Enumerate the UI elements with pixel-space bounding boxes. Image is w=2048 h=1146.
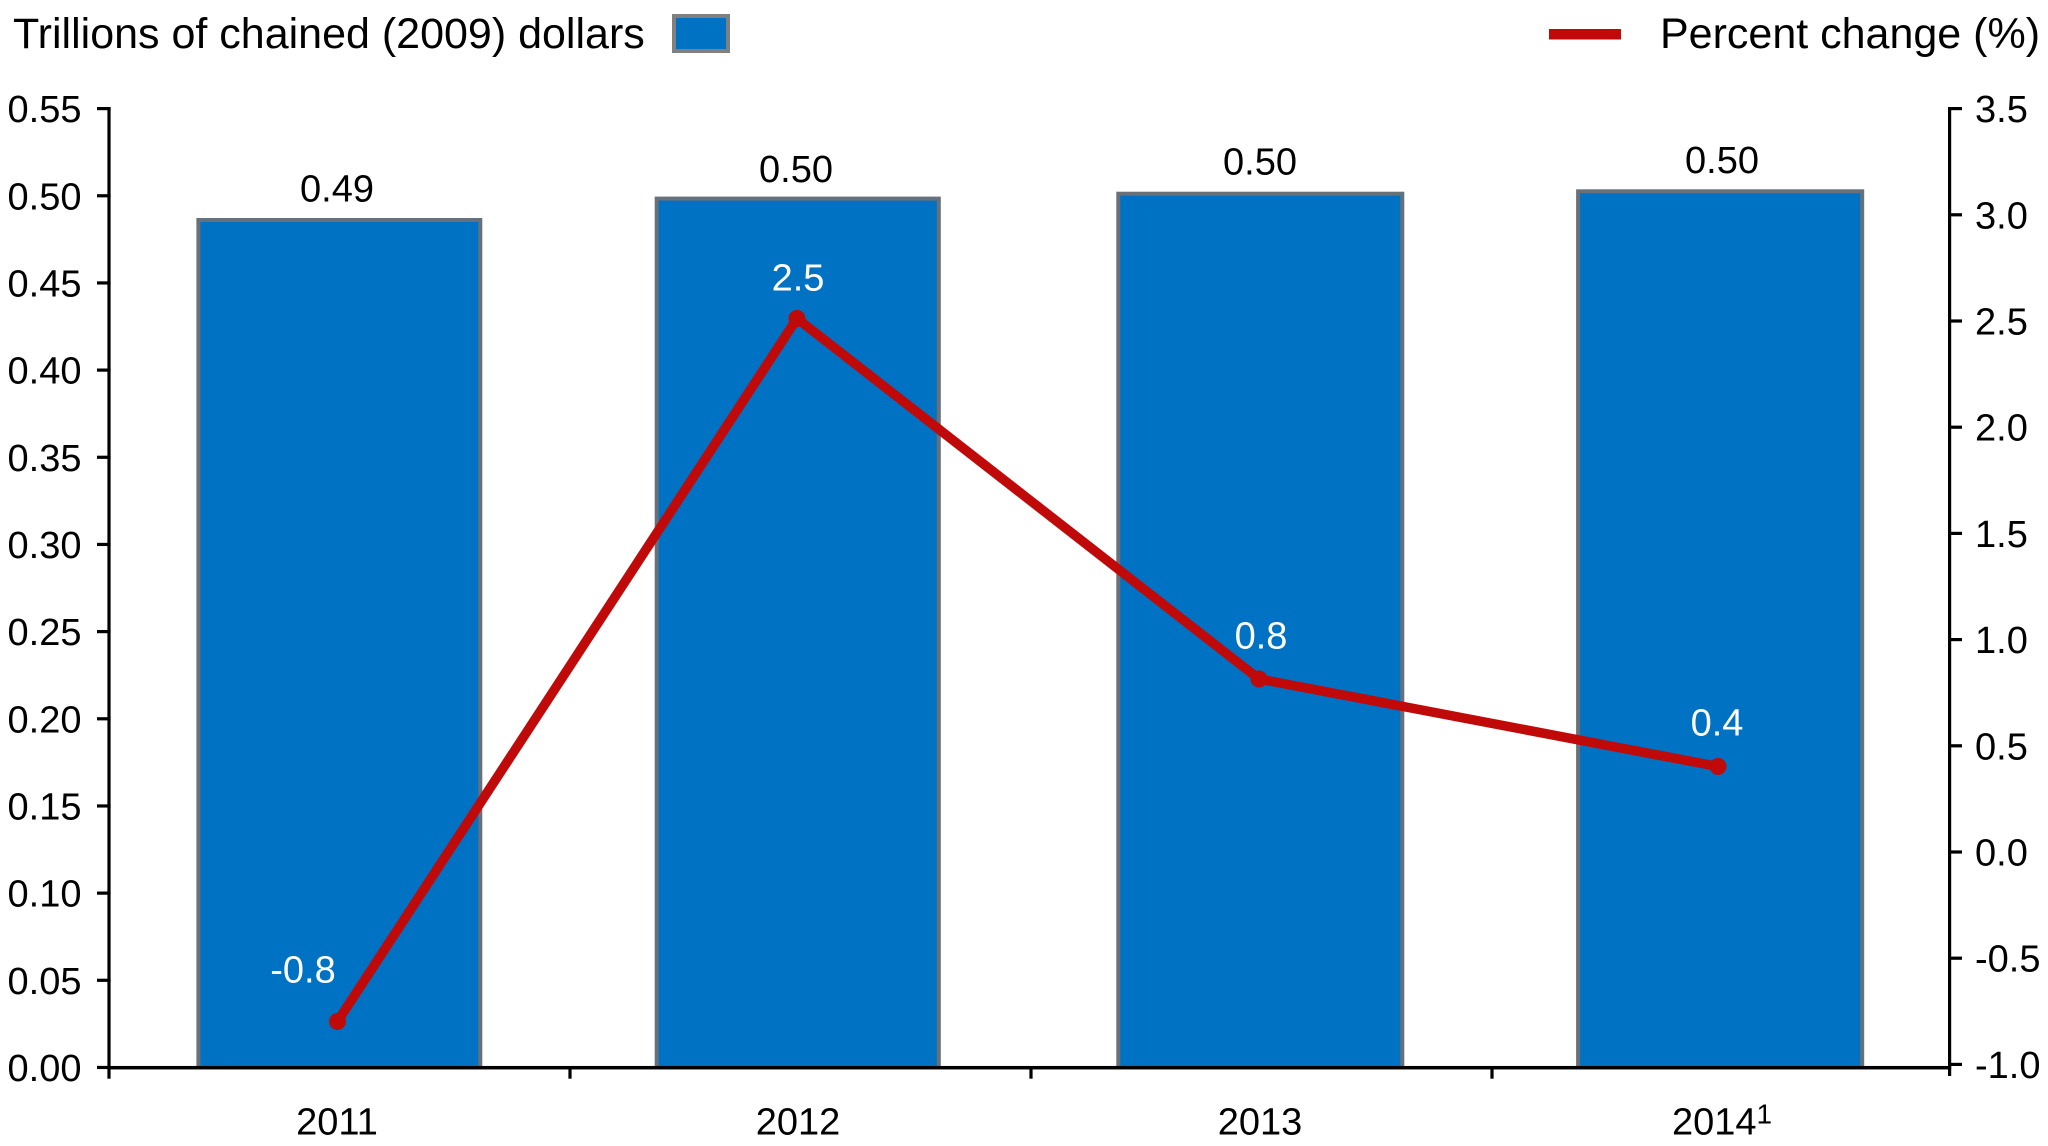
svg-text:2012: 2012 xyxy=(756,1102,841,1144)
svg-text:3.0: 3.0 xyxy=(1975,195,2028,237)
svg-text:1.5: 1.5 xyxy=(1975,514,2028,556)
svg-text:0.0: 0.0 xyxy=(1975,833,2028,875)
svg-text:0.30: 0.30 xyxy=(8,525,82,567)
svg-text:2013: 2013 xyxy=(1218,1102,1303,1144)
svg-text:0.00: 0.00 xyxy=(8,1048,82,1090)
svg-text:Percent change (%): Percent change (%) xyxy=(1660,10,2040,58)
svg-text:-1.0: -1.0 xyxy=(1975,1045,2040,1087)
svg-text:2.5: 2.5 xyxy=(1975,302,2028,344)
svg-text:0.50: 0.50 xyxy=(759,149,833,191)
svg-text:0.40: 0.40 xyxy=(8,351,82,393)
svg-text:0.15: 0.15 xyxy=(8,787,82,829)
svg-text:3.5: 3.5 xyxy=(1975,89,2028,131)
svg-text:Trillions of chained (2009) do: Trillions of chained (2009) dollars xyxy=(13,10,645,58)
svg-text:0.8: 0.8 xyxy=(1235,616,1288,658)
svg-text:0.35: 0.35 xyxy=(8,438,82,480)
svg-text:0.55: 0.55 xyxy=(8,89,82,131)
svg-text:0.05: 0.05 xyxy=(8,961,82,1003)
svg-text:-0.5: -0.5 xyxy=(1975,939,2040,981)
svg-text:0.25: 0.25 xyxy=(8,612,82,654)
svg-text:1.0: 1.0 xyxy=(1975,620,2028,662)
svg-text:0.4: 0.4 xyxy=(1691,703,1744,745)
svg-text:0.10: 0.10 xyxy=(8,874,82,916)
svg-text:2.5: 2.5 xyxy=(772,258,825,300)
svg-text:20141: 20141 xyxy=(1672,1099,1772,1144)
svg-text:0.45: 0.45 xyxy=(8,263,82,305)
svg-text:2011: 2011 xyxy=(296,1102,378,1144)
svg-text:-0.8: -0.8 xyxy=(270,950,335,992)
svg-text:2.0: 2.0 xyxy=(1975,408,2028,450)
svg-text:0.49: 0.49 xyxy=(300,169,374,211)
svg-text:0.50: 0.50 xyxy=(1685,140,1759,182)
svg-text:0.20: 0.20 xyxy=(8,699,82,741)
svg-text:0.50: 0.50 xyxy=(1223,142,1297,184)
svg-text:0.50: 0.50 xyxy=(8,176,82,218)
svg-text:0.5: 0.5 xyxy=(1975,726,2028,768)
